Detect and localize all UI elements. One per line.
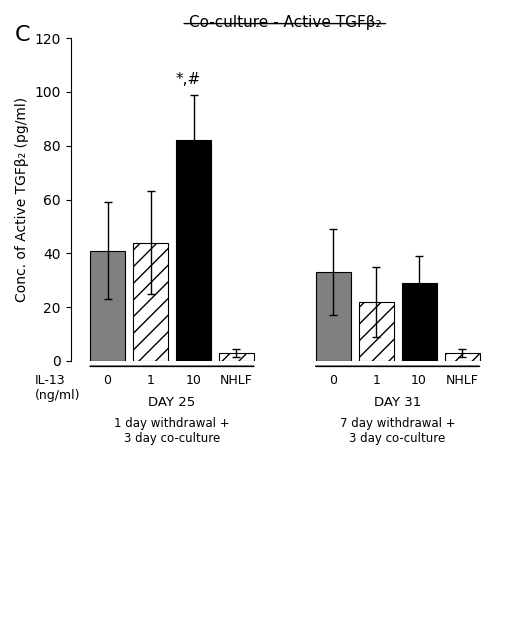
Text: DAY 31: DAY 31 xyxy=(374,396,421,409)
Text: 7 day withdrawal +
3 day co-culture: 7 day withdrawal + 3 day co-culture xyxy=(340,418,455,446)
Bar xyxy=(401,283,436,361)
Title: Co-culture - Active TGFβ₂: Co-culture - Active TGFβ₂ xyxy=(189,15,381,30)
Text: 0: 0 xyxy=(104,374,112,387)
Bar xyxy=(176,140,211,361)
Text: DAY 25: DAY 25 xyxy=(149,396,196,409)
Text: NHLF: NHLF xyxy=(446,374,479,387)
Bar xyxy=(316,272,351,361)
Text: NHLF: NHLF xyxy=(220,374,253,387)
Text: 10: 10 xyxy=(186,374,201,387)
Bar xyxy=(90,250,125,361)
Bar xyxy=(219,353,254,361)
Y-axis label: Conc. of Active TGFβ₂ (pg/ml): Conc. of Active TGFβ₂ (pg/ml) xyxy=(15,97,29,302)
Text: 1: 1 xyxy=(146,374,155,387)
Bar xyxy=(359,302,394,361)
Text: IL-13
(ng/ml): IL-13 (ng/ml) xyxy=(35,374,81,403)
Bar xyxy=(445,353,480,361)
Text: 1 day withdrawal +
3 day co-culture: 1 day withdrawal + 3 day co-culture xyxy=(114,418,230,446)
Text: 1: 1 xyxy=(372,374,380,387)
Text: *,#: *,# xyxy=(176,71,201,86)
Text: 10: 10 xyxy=(411,374,427,387)
Text: 0: 0 xyxy=(329,374,337,387)
Bar xyxy=(133,242,168,361)
Text: C: C xyxy=(15,25,30,45)
